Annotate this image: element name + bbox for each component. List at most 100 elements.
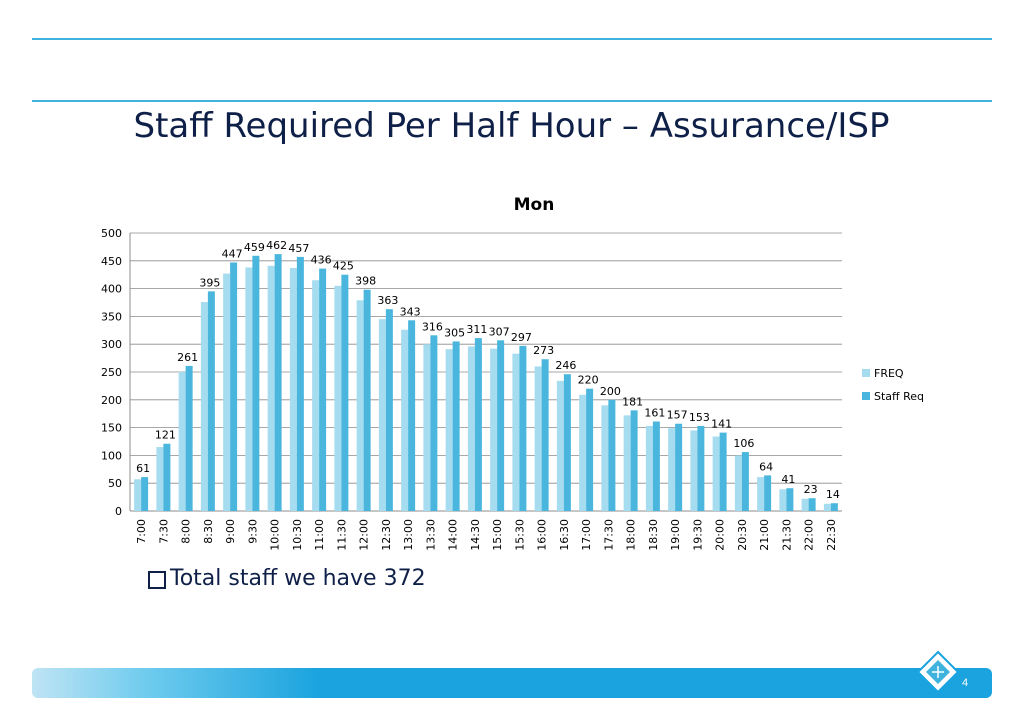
- bar-staff-req: [697, 425, 705, 511]
- legend-entry: Staff Req: [874, 390, 924, 403]
- diamond-logo-icon: [916, 650, 960, 694]
- bar-freq: [267, 265, 275, 511]
- bar-freq: [312, 280, 320, 511]
- x-tick-label: 18:30: [647, 519, 660, 551]
- legend-swatch: [862, 392, 870, 400]
- bullet-text: Total staff we have 372: [170, 566, 426, 591]
- y-tick-label: 300: [101, 338, 122, 351]
- bar-freq: [512, 353, 520, 511]
- bar-staff-req: [474, 338, 482, 511]
- bar-staff-req: [230, 262, 238, 511]
- x-tick-label: 16:00: [536, 519, 549, 551]
- x-tick-label: 12:00: [358, 519, 371, 551]
- data-label: 157: [667, 409, 688, 422]
- x-tick-label: 19:00: [669, 519, 682, 551]
- title-rule: [32, 100, 992, 102]
- data-label: 316: [422, 320, 443, 333]
- data-label: 305: [444, 326, 465, 339]
- bar-freq: [823, 503, 831, 511]
- bar-staff-req: [741, 452, 749, 511]
- bar-staff-req: [519, 345, 527, 511]
- bar-chart: Mon 0 50 100 150 200 250 300 350 400 450 500 61 7:00 1…: [101, 195, 924, 551]
- data-label: 457: [288, 242, 309, 255]
- data-label: 425: [333, 260, 354, 273]
- bar-staff-req: [541, 359, 549, 511]
- x-tick-label: 8:00: [180, 519, 193, 544]
- x-tick-label: 7:30: [157, 519, 170, 544]
- bar-staff-req: [563, 374, 571, 511]
- bar-freq: [801, 498, 809, 511]
- y-tick-label: 50: [108, 477, 122, 490]
- bar-staff-req: [319, 268, 327, 511]
- x-tick-label: 15:00: [491, 519, 504, 551]
- legend-swatch: [862, 369, 870, 377]
- data-label: 459: [244, 241, 265, 254]
- bar-freq: [423, 344, 431, 511]
- y-tick-label: 450: [101, 255, 122, 268]
- bar-staff-req: [141, 477, 149, 511]
- bullet-point: Total staff we have 372: [148, 566, 426, 591]
- x-tick-label: 20:30: [736, 519, 749, 551]
- y-tick-label: 0: [115, 505, 122, 518]
- data-label: 23: [804, 483, 818, 496]
- bar-staff-req: [808, 498, 816, 511]
- bar-staff-req: [385, 309, 393, 511]
- bar-staff-req: [252, 255, 260, 511]
- bar-staff-req: [786, 488, 794, 511]
- x-tick-label: 10:30: [291, 519, 304, 551]
- x-tick-label: 16:30: [558, 519, 571, 551]
- bar-freq: [534, 366, 542, 511]
- data-label: 41: [781, 473, 795, 486]
- data-label: 343: [400, 305, 421, 318]
- x-tick-label: 20:00: [714, 519, 727, 551]
- bar-staff-req: [675, 423, 683, 511]
- data-label: 200: [600, 385, 621, 398]
- bar-freq: [401, 329, 409, 511]
- page-number: 4: [962, 677, 969, 689]
- bar-staff-req: [830, 503, 838, 511]
- x-tick-label: 14:30: [469, 519, 482, 551]
- bar-freq: [779, 489, 787, 511]
- x-tick-label: 21:00: [758, 519, 771, 551]
- bar-staff-req: [185, 365, 193, 511]
- x-tick-label: 17:00: [580, 519, 593, 551]
- bar-staff-req: [652, 421, 660, 511]
- data-label: 307: [489, 325, 510, 338]
- data-label: 395: [199, 276, 220, 289]
- bar-staff-req: [764, 475, 772, 511]
- x-tick-label: 7:00: [135, 519, 148, 544]
- data-label: 436: [311, 254, 332, 267]
- data-label: 61: [136, 462, 150, 475]
- bar-staff-req: [296, 256, 304, 511]
- bar-staff-req: [274, 254, 282, 512]
- bar-freq: [712, 436, 720, 511]
- bar-staff-req: [608, 399, 616, 511]
- bar-staff-req: [452, 341, 460, 511]
- bar-freq: [601, 405, 609, 511]
- bar-staff-req: [163, 443, 171, 511]
- bar-staff-req: [719, 432, 727, 511]
- bar-staff-req: [207, 291, 215, 511]
- data-label: 106: [733, 437, 754, 450]
- bar-freq: [445, 349, 453, 511]
- x-tick-label: 19:30: [691, 519, 704, 551]
- x-tick-label: 14:00: [447, 519, 460, 551]
- bar-freq: [690, 430, 698, 511]
- data-label: 398: [355, 275, 376, 288]
- x-tick-label: 8:30: [202, 519, 215, 544]
- footer-bar: [32, 668, 992, 698]
- x-tick-label: 9:00: [224, 519, 237, 544]
- bar-freq: [579, 394, 587, 511]
- data-label: 311: [466, 323, 487, 336]
- y-tick-label: 100: [101, 449, 122, 462]
- y-tick-label: 400: [101, 283, 122, 296]
- bar-freq: [378, 319, 386, 511]
- data-label: 121: [155, 429, 176, 442]
- x-tick-label: 22:30: [825, 519, 838, 551]
- x-tick-label: 11:00: [313, 519, 326, 551]
- x-tick-label: 12:30: [380, 519, 393, 551]
- bar-freq: [734, 455, 742, 511]
- data-label: 141: [711, 418, 732, 431]
- data-label: 273: [533, 344, 554, 357]
- x-tick-label: 17:30: [602, 519, 615, 551]
